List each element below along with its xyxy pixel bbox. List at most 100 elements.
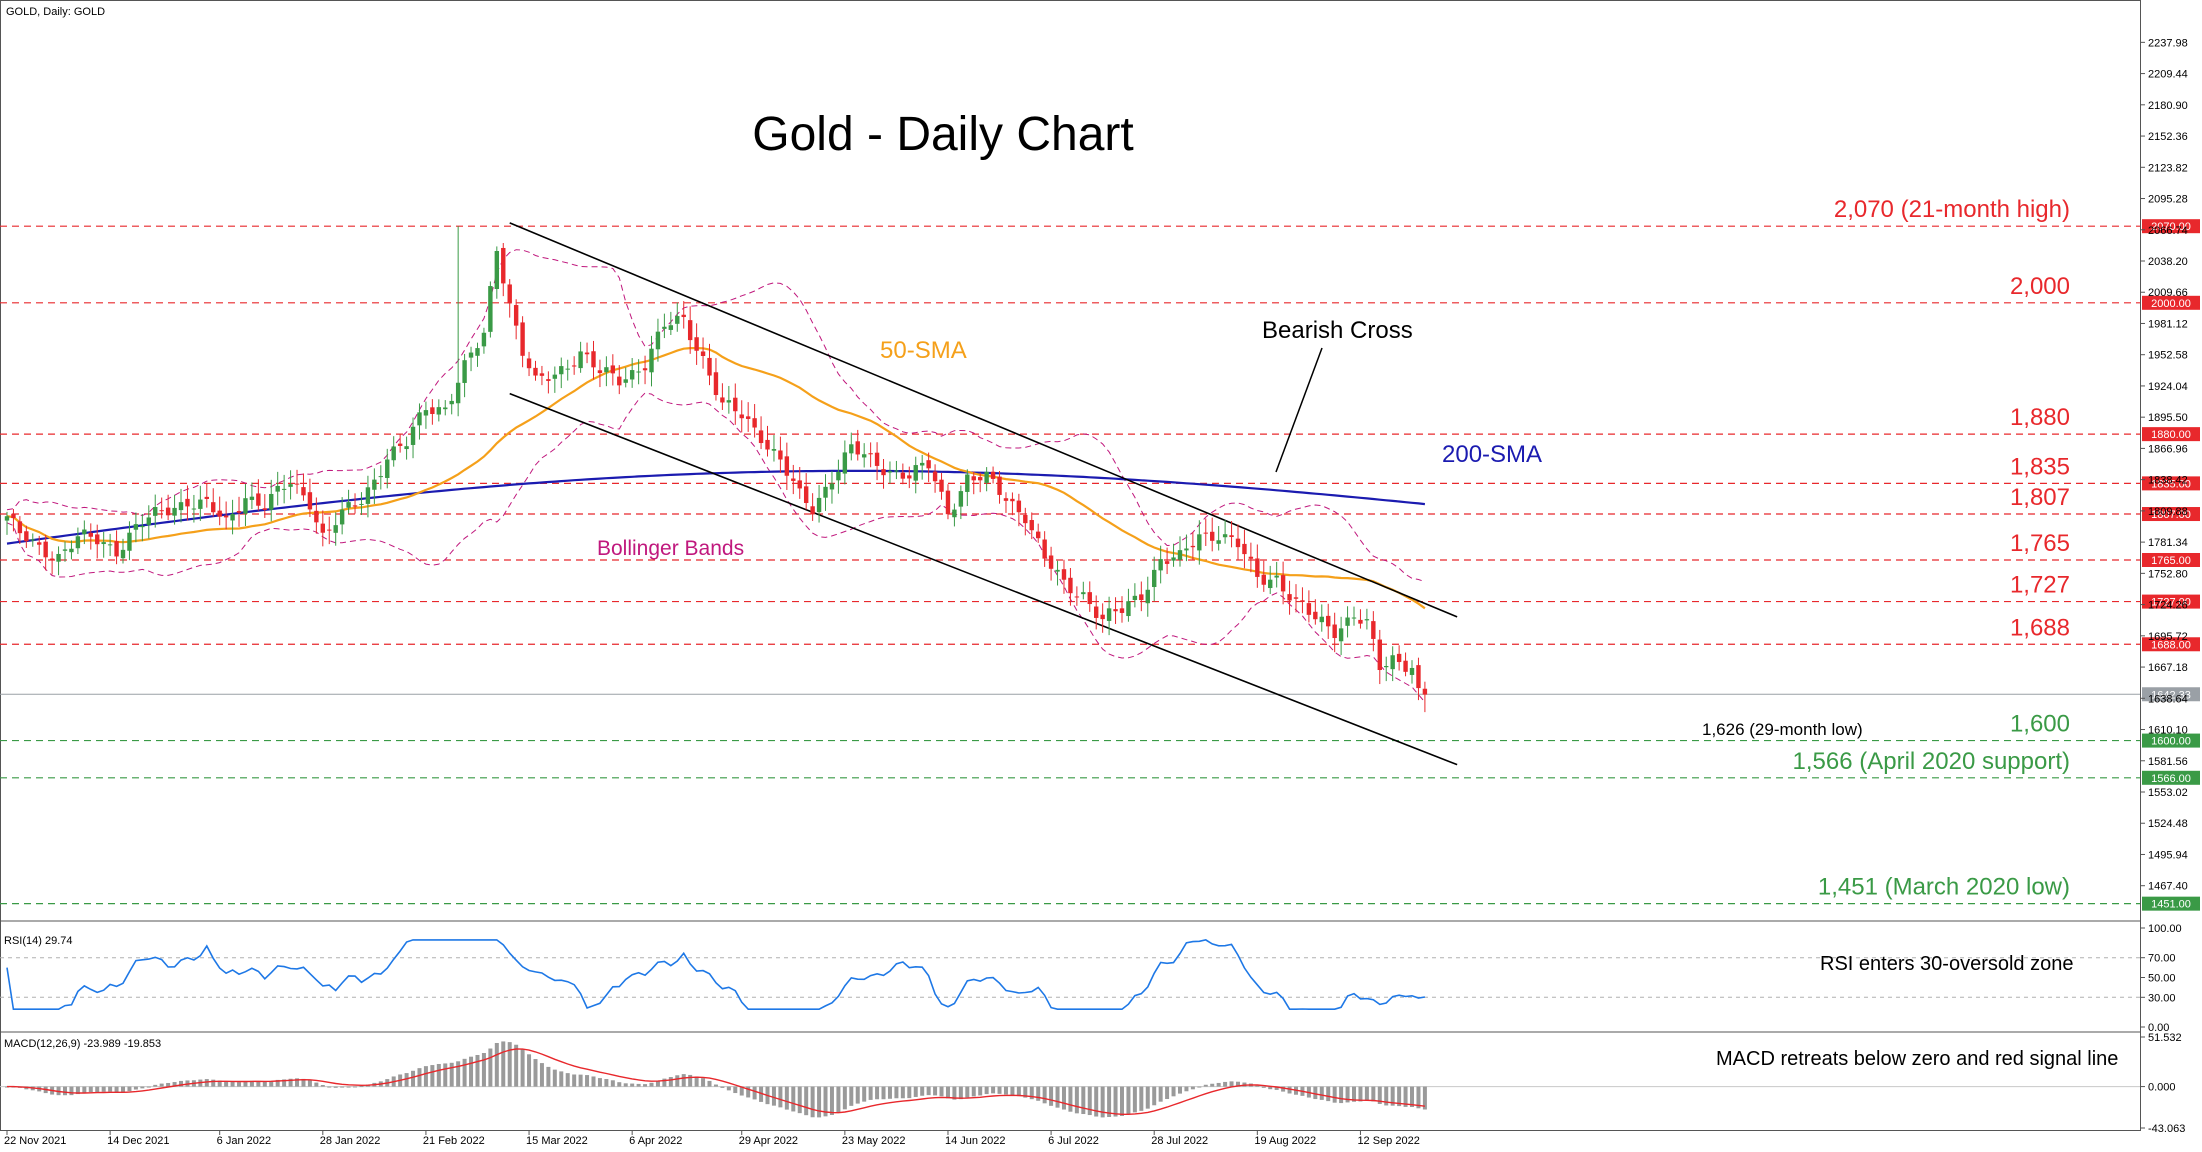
candle-body — [913, 465, 918, 481]
candle-body — [1113, 609, 1118, 612]
macd-histogram-bar — [1113, 1086, 1118, 1117]
candle-body — [372, 479, 377, 490]
date-tick-label: 21 Feb 2022 — [423, 1135, 485, 1147]
macd-histogram-bar — [965, 1086, 970, 1098]
level-price-badge-text: 1807.00 — [2151, 509, 2191, 521]
price-tick-label: 1553.02 — [2148, 787, 2188, 799]
candle-body — [636, 371, 641, 373]
macd-histogram-bar — [359, 1086, 364, 1088]
candle-body — [17, 521, 23, 534]
macd-histogram-bar — [1229, 1081, 1234, 1087]
macd-histogram-bar — [95, 1086, 100, 1093]
candle-body — [249, 496, 255, 500]
chart-title: Gold - Daily Chart — [752, 108, 1133, 161]
candle-body — [352, 505, 358, 507]
candle-body — [836, 471, 841, 481]
candle-body — [919, 462, 925, 466]
level-price-badge-text: 2000.00 — [2151, 298, 2191, 310]
candlesticks — [4, 226, 1428, 713]
macd-histogram-bar — [507, 1042, 512, 1087]
candle-body — [1280, 575, 1286, 592]
macd-histogram-bar — [887, 1086, 892, 1099]
candle-body — [1074, 596, 1080, 598]
price-tick-label: 2237.98 — [2148, 37, 2188, 49]
candle-body — [752, 418, 757, 428]
candle-body — [1106, 608, 1112, 621]
macd-histogram-bar — [900, 1086, 905, 1099]
price-tick-label: 1924.04 — [2148, 381, 2188, 393]
macd-histogram-bar — [1177, 1086, 1182, 1094]
candle-body — [958, 491, 964, 507]
candle-body — [1126, 601, 1131, 617]
candle-body — [823, 486, 828, 498]
candle-body — [1048, 555, 1054, 569]
candle-body — [1203, 532, 1208, 534]
macd-histogram-bar — [1165, 1086, 1170, 1100]
channel-lower-line — [509, 392, 1458, 766]
macd-histogram-bar — [1068, 1086, 1073, 1112]
price-tick-label: 1695.72 — [2148, 631, 2188, 643]
level-label: 1,807 — [2010, 484, 2070, 511]
macd-histogram-bar — [707, 1080, 712, 1087]
candle-body — [1139, 594, 1144, 601]
rsi-annotation: RSI enters 30-oversold zone — [1820, 953, 2073, 975]
date-tick-label: 23 May 2022 — [842, 1135, 906, 1147]
candle-body — [578, 351, 583, 369]
macd-histogram-bar — [733, 1086, 738, 1094]
macd-histogram-bar — [875, 1086, 880, 1100]
macd-histogram-bar — [836, 1086, 841, 1113]
candle-body — [990, 471, 996, 479]
candle-body — [1416, 665, 1421, 689]
macd-histogram-bar — [1261, 1086, 1266, 1088]
date-tick-label: 22 Nov 2021 — [4, 1135, 66, 1147]
candle-body — [1242, 543, 1247, 555]
price-tick-label: 1981.12 — [2148, 318, 2188, 330]
low-label: 1,626 (29-month low) — [1702, 720, 1863, 739]
macd-histogram-bar — [655, 1080, 660, 1087]
macd-histogram-bar — [501, 1041, 506, 1087]
candle-body — [945, 490, 951, 515]
macd-histogram-bar — [295, 1078, 300, 1087]
macd-histogram-bar — [211, 1079, 216, 1087]
macd-histogram-bar — [939, 1086, 944, 1097]
candle-body — [120, 549, 126, 559]
candle-body — [397, 443, 403, 446]
macd-histogram-bar — [539, 1063, 544, 1087]
candle-body — [861, 454, 867, 458]
candle-body — [1229, 535, 1234, 537]
macd-panel: 51.532 0.000 -43.063 — [0, 1032, 2185, 1135]
macd-histogram-bar — [114, 1086, 119, 1093]
candle-body — [1190, 545, 1196, 548]
candle-body — [1152, 569, 1157, 588]
macd-histogram-bar — [1152, 1086, 1157, 1106]
macd-histogram-bar — [327, 1086, 332, 1088]
candle-body — [623, 379, 628, 383]
candle-body — [1061, 569, 1067, 580]
macd-histogram-bar — [101, 1086, 106, 1092]
macd-histogram-bar — [443, 1063, 448, 1087]
candle-body — [1345, 617, 1350, 626]
price-tick-label: 1838.42 — [2148, 475, 2188, 487]
macd-histogram-bar — [1326, 1086, 1331, 1102]
macd-histogram-bar — [1055, 1086, 1060, 1108]
macd-histogram-bar — [958, 1086, 963, 1100]
candle-body — [1171, 557, 1176, 561]
macd-tick-label: 51.532 — [2148, 1032, 2182, 1044]
candle-body — [784, 456, 790, 476]
level-price-badge-text: 1600.00 — [2151, 736, 2191, 748]
candle-body — [1409, 667, 1415, 675]
macd-histogram-bar — [1216, 1082, 1221, 1087]
macd-histogram-bar — [159, 1083, 164, 1087]
candle-body — [1100, 614, 1105, 620]
macd-histogram-bar — [1313, 1086, 1318, 1100]
macd-histogram-bar — [649, 1082, 654, 1087]
macd-histogram-bar — [907, 1086, 912, 1099]
rsi-tick-label: 0.00 — [2148, 1022, 2169, 1034]
macd-histogram-bar — [1281, 1086, 1286, 1092]
price-tick-label: 1581.56 — [2148, 756, 2188, 768]
candle-body — [1268, 579, 1273, 589]
macd-histogram-bar — [1074, 1086, 1079, 1114]
candle-body — [146, 517, 151, 525]
candle-body — [417, 412, 422, 426]
macd-histogram-bar — [314, 1082, 319, 1087]
